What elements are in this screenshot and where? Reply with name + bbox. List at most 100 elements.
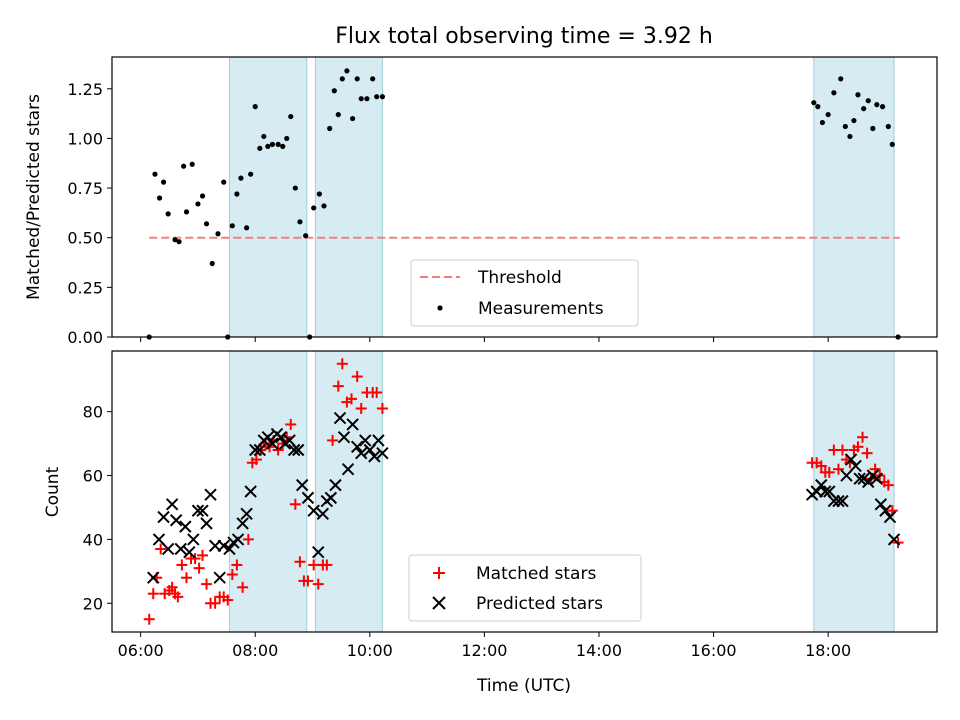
predicted-star-point-b (231, 533, 245, 546)
bottom-xtick-label: 16:00 (691, 641, 737, 660)
matched-star-point (332, 380, 344, 392)
predicted-star-point (887, 533, 901, 546)
legend-threshold-label: Threshold (477, 268, 562, 288)
top-shaded-interval (813, 56, 895, 338)
bottom-legend: Matched stars Predicted stars (408, 554, 642, 622)
legend-measurement-dot-icon (437, 305, 443, 311)
measurement-point (321, 203, 327, 209)
matched-star-point (376, 402, 388, 414)
matched-star-point (237, 581, 249, 593)
predicted-star-point (165, 498, 179, 511)
predicted-star-point-b (874, 498, 888, 511)
matched-star-point (147, 588, 159, 600)
measurement-point (215, 231, 221, 237)
predicted-star-point (862, 475, 875, 489)
predicted-star-point-b (169, 514, 183, 527)
measurement-point (811, 100, 817, 106)
predicted-star-point (341, 462, 355, 476)
predicted-star-point-b (165, 498, 179, 511)
matched-star-point (823, 466, 835, 478)
predicted-star-point-b (157, 510, 170, 524)
top-shaded-interval (314, 56, 383, 338)
predicted-star-point-b (200, 517, 213, 530)
predicted-star-point (161, 542, 175, 556)
predicted-star-point-b (853, 472, 866, 485)
measurement-point (288, 113, 294, 120)
predicted-star-point (301, 491, 315, 505)
predicted-star-point-b (179, 520, 192, 533)
predicted-star-point (874, 498, 888, 511)
predicted-star-point (231, 533, 245, 546)
predicted-star-point (883, 510, 897, 524)
bottom-legend-frame (408, 554, 642, 622)
measurement-point (370, 76, 376, 82)
predicted-star-point (351, 440, 364, 454)
matched-star-point (166, 581, 178, 593)
matched-star-point (371, 387, 383, 399)
measurement-point (203, 221, 210, 227)
bottom-xlabel: Time (UTC) (476, 676, 571, 696)
bottom-points-predicted (147, 411, 901, 584)
bottom-points-matched (143, 358, 904, 625)
matched-star-point (321, 559, 333, 571)
bottom-xtick-label: 08:00 (232, 641, 278, 660)
matched-star-point (294, 556, 306, 568)
predicted-star-point-b (240, 507, 253, 521)
measurement-point (160, 179, 167, 185)
measurement-point (238, 175, 244, 181)
measurement-point (316, 191, 322, 197)
measurement-point (851, 117, 857, 124)
matched-star-point (308, 559, 320, 571)
measurement-point (327, 125, 333, 132)
measurement-point (183, 209, 190, 215)
top-axes-frame (111, 56, 938, 338)
predicted-star-point (157, 510, 170, 524)
predicted-star-point-b (244, 485, 257, 498)
bottom-xtick-label: 12:00 (461, 641, 507, 660)
predicted-star-point-b (316, 507, 330, 521)
predicted-star-point (169, 514, 183, 527)
predicted-star-point-b (844, 453, 858, 466)
top-ylabel: Matched/Predicted stars (24, 94, 44, 300)
measurement-point (870, 125, 876, 132)
predicted-star-point-b (287, 443, 301, 457)
top-ytick-label: 0.00 (67, 328, 103, 347)
measurement-point (234, 191, 240, 197)
measurement-point (269, 141, 276, 147)
predicted-star-point-b (217, 539, 230, 552)
predicted-star-point (204, 488, 217, 501)
measurement-point (819, 119, 826, 126)
measurement-point (847, 133, 853, 140)
top-ytick-label: 0.25 (67, 278, 103, 297)
bottom-xtick-label: 10:00 (347, 641, 393, 660)
predicted-star-point (815, 478, 828, 492)
predicted-star-point (870, 472, 884, 485)
predicted-star-point-b (355, 446, 368, 460)
predicted-star-point-b (823, 485, 836, 498)
measurement-point (303, 233, 309, 239)
predicted-star-point (196, 504, 209, 517)
measurement-point (156, 195, 163, 201)
measurement-point (861, 106, 867, 112)
predicted-star-point (200, 517, 213, 530)
bottom-shaded-interval (314, 350, 383, 633)
matched-star-point (312, 578, 324, 590)
predicted-star-point (823, 485, 836, 498)
predicted-star-point-b (887, 533, 901, 546)
bottom-shaded-interval (228, 350, 308, 633)
predicted-star-point (333, 411, 347, 425)
predicted-star-point-b (372, 434, 385, 447)
matched-star-point (176, 559, 188, 571)
legend-predicted-label: Predicted stars (476, 594, 603, 614)
bottom-xtick-label: 14:00 (576, 641, 622, 660)
measurement-point (176, 239, 182, 245)
measurement-point (252, 104, 258, 110)
measurement-point (825, 111, 831, 118)
predicted-star-point (844, 453, 858, 466)
predicted-star-point (312, 545, 325, 559)
measurement-point (292, 185, 298, 191)
predicted-star-point-b (187, 533, 200, 546)
predicted-star-point (291, 443, 305, 457)
predicted-star-point-b (296, 478, 309, 492)
